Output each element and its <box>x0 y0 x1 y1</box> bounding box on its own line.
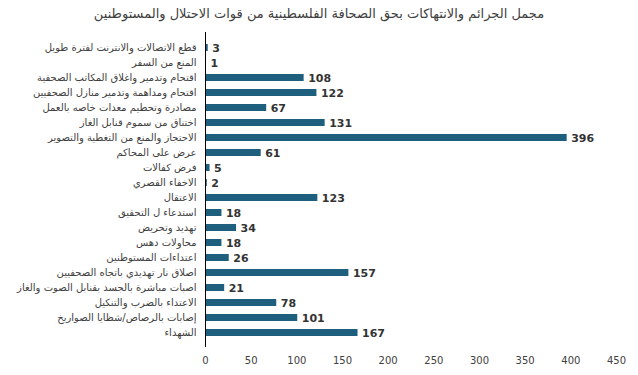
svg-text:108: 108 <box>308 72 331 85</box>
svg-text:الاخفاء القصري: الاخفاء القصري <box>133 177 197 189</box>
svg-text:150: 150 <box>333 355 352 366</box>
svg-text:200: 200 <box>379 355 398 366</box>
svg-text:اقتحام وتدمير واغلاق المكاتب ا: اقتحام وتدمير واغلاق المكاتب الصحفية <box>37 72 196 84</box>
svg-text:157: 157 <box>353 267 376 280</box>
svg-text:18: 18 <box>226 237 241 250</box>
svg-text:450: 450 <box>607 355 626 366</box>
svg-text:167: 167 <box>362 327 385 340</box>
svg-text:101: 101 <box>302 312 325 325</box>
svg-text:61: 61 <box>265 147 280 160</box>
svg-text:اعتداءات المستوطنين: اعتداءات المستوطنين <box>106 252 196 263</box>
svg-text:اصبات مباشرة بالجسد بقنابل الص: اصبات مباشرة بالجسد بقنابل الصوت والغاز <box>16 282 196 294</box>
svg-text:اختناق من سموم قنابل الغاز: اختناق من سموم قنابل الغاز <box>79 117 197 128</box>
svg-text:3: 3 <box>212 42 220 55</box>
svg-text:18: 18 <box>226 207 241 220</box>
svg-text:400: 400 <box>561 355 580 366</box>
svg-text:اصلاق نار تهديدي باتجاه الصحفي: اصلاق نار تهديدي باتجاه الصحفيين <box>57 267 197 279</box>
svg-text:5: 5 <box>214 162 222 175</box>
svg-text:محاولات دهس: محاولات دهس <box>136 237 196 249</box>
svg-text:الاعتقال: الاعتقال <box>164 192 197 203</box>
svg-text:34: 34 <box>241 222 257 235</box>
svg-text:300: 300 <box>470 355 489 366</box>
svg-text:50: 50 <box>245 355 258 366</box>
svg-text:21: 21 <box>229 282 244 295</box>
svg-text:فرض كفالات: فرض كفالات <box>143 162 197 173</box>
svg-text:26: 26 <box>233 252 249 265</box>
svg-text:استدعاء ل التحقيق: استدعاء ل التحقيق <box>118 207 196 218</box>
svg-text:122: 122 <box>321 87 344 100</box>
svg-text:الاحتجاز والمنع من التغطية وال: الاحتجاز والمنع من التغطية والتصوير <box>47 132 197 144</box>
svg-text:1: 1 <box>210 57 218 70</box>
svg-text:250: 250 <box>424 355 443 366</box>
svg-text:الشهداء: الشهداء <box>164 327 196 339</box>
svg-text:350: 350 <box>516 355 535 366</box>
svg-text:100: 100 <box>287 355 306 366</box>
svg-text:الاعتداء بالضرب والتنكيل: الاعتداء بالضرب والتنكيل <box>95 297 197 309</box>
svg-text:78: 78 <box>281 297 296 310</box>
svg-text:396: 396 <box>571 132 594 145</box>
svg-text:تهديد وتحريض: تهديد وتحريض <box>138 222 197 234</box>
svg-text:131: 131 <box>329 117 352 130</box>
html-text:مجمل الجرائم والانتهاكات بحق ا: مجمل الجرائم والانتهاكات بحق الصحافة الف… <box>93 6 545 21</box>
svg-text:67: 67 <box>271 102 286 115</box>
svg-text:عرض على المحاكم: عرض على المحاكم <box>116 147 196 159</box>
svg-text:إصابات بالرصاص/شظايا الصواريخ: إصابات بالرصاص/شظايا الصواريخ <box>57 312 196 324</box>
svg-text:قطع الاتصالات والانترنت لفترة: قطع الاتصالات والانترنت لفترة طويل <box>45 42 197 54</box>
svg-text:اقتحام ومداهمة وتدمير منازل ال: اقتحام ومداهمة وتدمير منازل الصحفيين <box>33 87 197 99</box>
svg-text:0: 0 <box>202 355 208 366</box>
svg-text:المنع من السفر: المنع من السفر <box>131 57 197 69</box>
svg-text:مصادرة وتحطيم معدات خاصه بالعم: مصادرة وتحطيم معدات خاصه بالعمل <box>42 102 196 114</box>
svg-text:2: 2 <box>211 177 219 190</box>
svg-text:123: 123 <box>322 192 345 205</box>
